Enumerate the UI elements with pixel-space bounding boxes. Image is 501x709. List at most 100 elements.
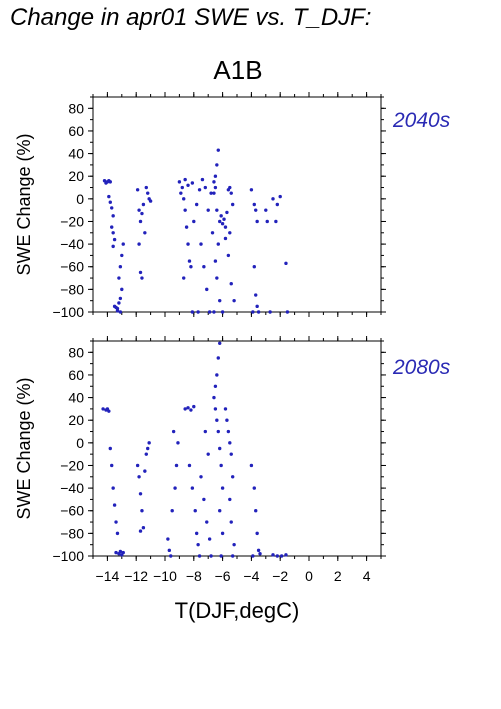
data-point	[265, 219, 269, 224]
data-point	[107, 194, 111, 199]
y-tick-label: −40	[60, 236, 84, 252]
data-point	[254, 208, 258, 212]
data-point	[216, 148, 220, 152]
data-point	[223, 236, 228, 241]
data-point	[226, 429, 231, 434]
data-point	[226, 253, 231, 258]
data-point	[255, 219, 259, 224]
data-point	[189, 265, 193, 269]
data-point	[190, 486, 195, 490]
data-point	[203, 185, 208, 190]
data-point	[215, 163, 219, 167]
data-point	[197, 554, 202, 558]
data-point	[104, 181, 108, 185]
data-point	[252, 265, 256, 269]
data-point	[121, 550, 125, 555]
data-point	[254, 293, 258, 297]
data-point	[196, 542, 200, 547]
data-point	[117, 276, 121, 280]
data-point	[249, 188, 254, 192]
data-point	[223, 407, 228, 411]
y-tick-label: 20	[68, 412, 84, 428]
data-point	[278, 194, 282, 199]
data-point	[220, 486, 225, 490]
panel-label-2080s: 2080s	[392, 356, 451, 379]
data-point	[192, 404, 196, 409]
data-point	[115, 309, 120, 313]
scenario-label: A1B	[213, 55, 263, 85]
data-point	[169, 554, 173, 558]
data-point	[112, 503, 117, 507]
data-point	[171, 429, 176, 434]
data-point	[205, 287, 209, 292]
data-point	[203, 429, 208, 434]
y-tick-label: 20	[68, 168, 84, 184]
data-point	[107, 409, 111, 413]
data-point	[252, 202, 256, 207]
data-point	[112, 237, 117, 242]
data-point	[230, 475, 235, 479]
data-point	[207, 310, 212, 314]
x-tick-label: 2	[334, 568, 342, 584]
data-point	[120, 287, 124, 292]
data-point	[218, 219, 222, 224]
x-tick-label: 0	[305, 568, 313, 584]
data-point	[228, 231, 232, 235]
data-point	[254, 509, 258, 513]
data-point	[285, 310, 290, 314]
y-axis-title: SWE Change (%)	[14, 133, 34, 275]
data-point	[194, 531, 199, 536]
data-point	[140, 276, 144, 280]
x-tick-label: −4	[243, 568, 259, 584]
data-point	[218, 446, 222, 451]
data-point	[206, 452, 210, 456]
data-point	[284, 553, 288, 557]
data-point	[111, 486, 115, 490]
data-point	[194, 202, 199, 207]
y-tick-label: 80	[68, 344, 84, 360]
data-point	[249, 463, 254, 468]
data-point	[228, 441, 232, 445]
data-point	[140, 211, 144, 216]
data-point	[138, 492, 143, 496]
x-tick-label: −6	[215, 568, 231, 584]
data-point	[229, 520, 233, 524]
data-point	[215, 373, 219, 377]
data-point	[108, 180, 112, 184]
data-point	[146, 446, 150, 451]
data-point	[189, 408, 193, 412]
data-point	[118, 296, 123, 301]
data-point	[186, 406, 190, 410]
data-point	[212, 310, 216, 314]
data-point	[186, 242, 190, 246]
data-point	[229, 282, 233, 286]
data-point	[284, 261, 288, 266]
data-point	[218, 509, 222, 513]
data-point	[147, 441, 151, 445]
data-point	[199, 475, 203, 479]
y-tick-label: −60	[60, 503, 84, 519]
data-point	[209, 554, 213, 558]
data-point	[232, 542, 236, 547]
data-point	[218, 341, 222, 345]
data-point	[197, 188, 202, 192]
x-tick-label: −14	[96, 568, 120, 584]
data-point	[190, 181, 195, 185]
data-point	[200, 177, 205, 182]
data-point	[213, 407, 218, 411]
data-point	[166, 537, 170, 541]
data-point	[268, 310, 272, 314]
y-tick-label: 40	[68, 146, 84, 162]
data-point	[212, 191, 216, 195]
data-point	[180, 185, 184, 190]
data-point	[274, 219, 278, 224]
x-tick-label: 4	[363, 568, 371, 584]
y-tick-label: 80	[68, 100, 84, 116]
data-point	[271, 553, 275, 557]
data-point	[179, 191, 183, 195]
data-point	[167, 548, 172, 553]
data-point	[275, 202, 280, 207]
y-tick-label: −100	[52, 548, 84, 564]
data-point	[219, 214, 223, 218]
